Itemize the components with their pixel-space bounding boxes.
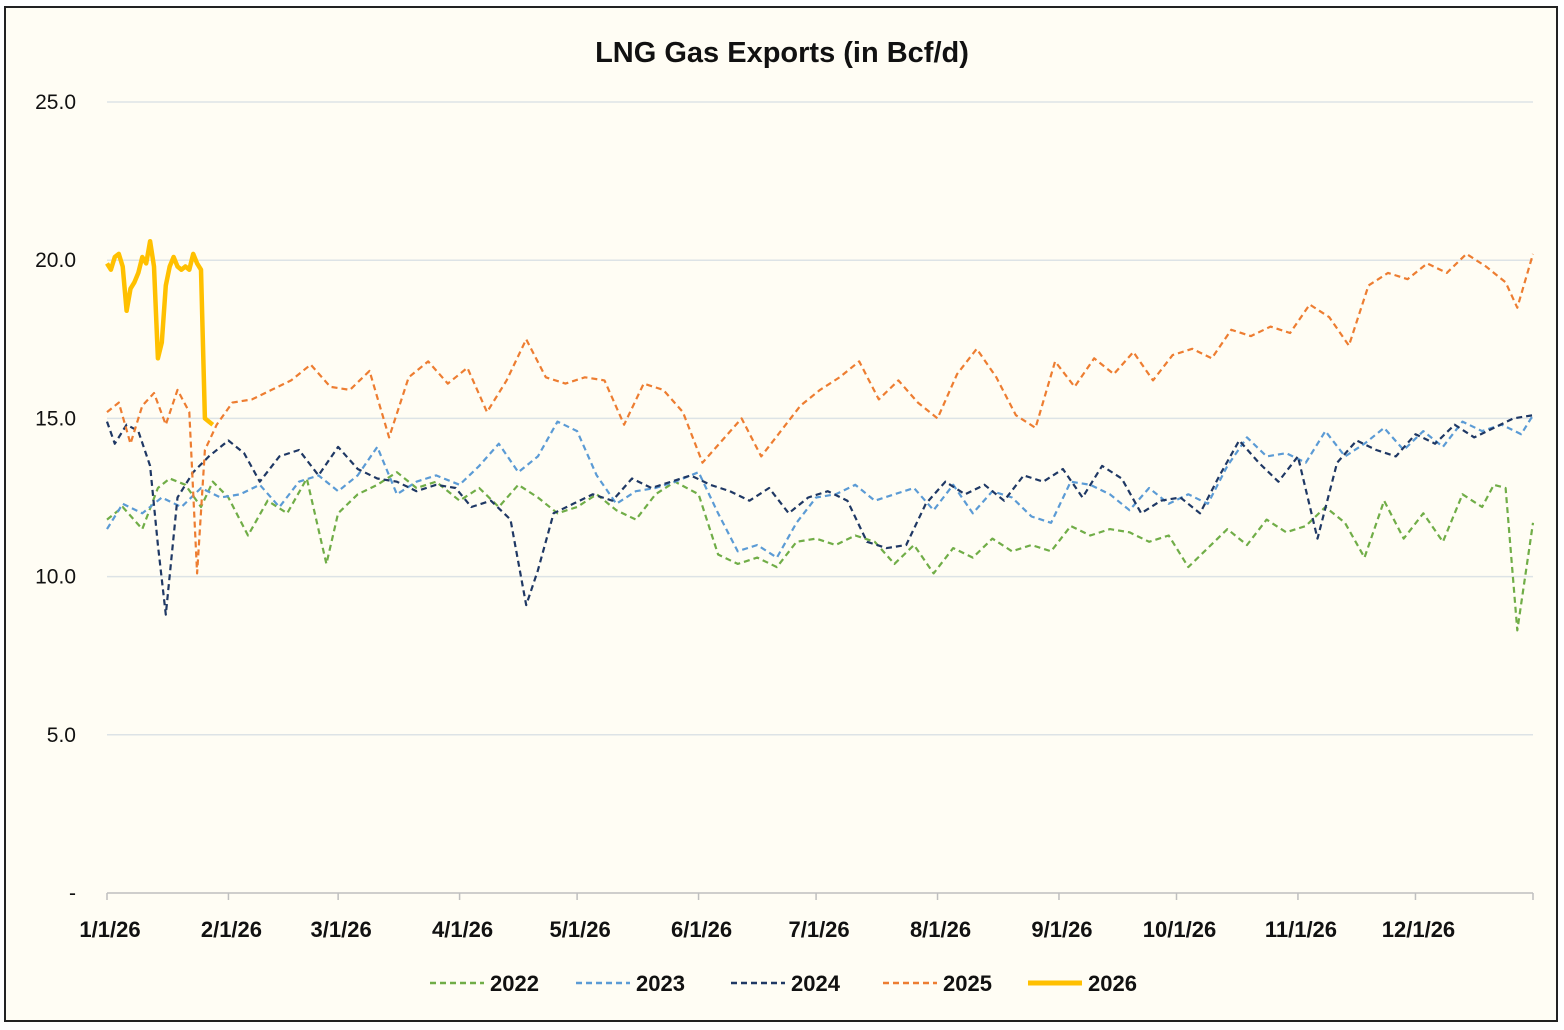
series-line-2024: [105, 414, 1534, 616]
series-line-2023: [106, 414, 1534, 559]
x-tick-label: 5/1/26: [550, 917, 611, 942]
chart-frame: [4, 6, 1558, 1022]
gridlines: [107, 101, 1533, 736]
chart-title: LNG Gas Exports (in Bcf/d): [595, 37, 969, 69]
x-tick-label: 8/1/26: [910, 917, 971, 942]
y-axis-ticks: - 5.0 10.0 15.0 20.0 25.0: [35, 91, 76, 905]
series-lines: [105, 238, 1535, 632]
legend: 2022 2023 2024 2025 2026: [430, 971, 1137, 996]
x-tick-label: 9/1/26: [1031, 917, 1092, 942]
x-tick-label: 12/1/26: [1382, 917, 1455, 942]
legend-label-2025: 2025: [943, 971, 992, 996]
x-tick-label: 10/1/26: [1143, 917, 1216, 942]
x-tick-label: 2/1/26: [201, 917, 262, 942]
legend-label-2023: 2023: [636, 971, 685, 996]
legend-label-2026: 2026: [1088, 971, 1137, 996]
series-line-2025: [106, 252, 1535, 575]
legend-label-2024: 2024: [791, 971, 841, 996]
x-tick-label: 3/1/26: [311, 917, 372, 942]
x-tick-label: 4/1/26: [432, 917, 493, 942]
y-tick-label: 5.0: [47, 724, 76, 747]
x-tick-label: 1/1/26: [79, 917, 140, 942]
x-tick-label: 6/1/26: [671, 917, 732, 942]
y-tick-label: 20.0: [35, 249, 76, 272]
y-tick-label: 25.0: [35, 91, 76, 114]
y-tick-label: -: [69, 882, 76, 905]
x-tick-label: 11/1/26: [1265, 917, 1337, 942]
x-axis: 1/1/26 2/1/26 3/1/26 4/1/26 5/1/26 6/1/26 7/1/…: [79, 892, 1534, 942]
y-tick-label: 10.0: [35, 566, 76, 589]
legend-label-2022: 2022: [490, 971, 539, 996]
x-tick-label: 7/1/26: [788, 917, 849, 942]
series-line-2026: [105, 238, 215, 427]
y-tick-label: 15.0: [35, 407, 76, 430]
